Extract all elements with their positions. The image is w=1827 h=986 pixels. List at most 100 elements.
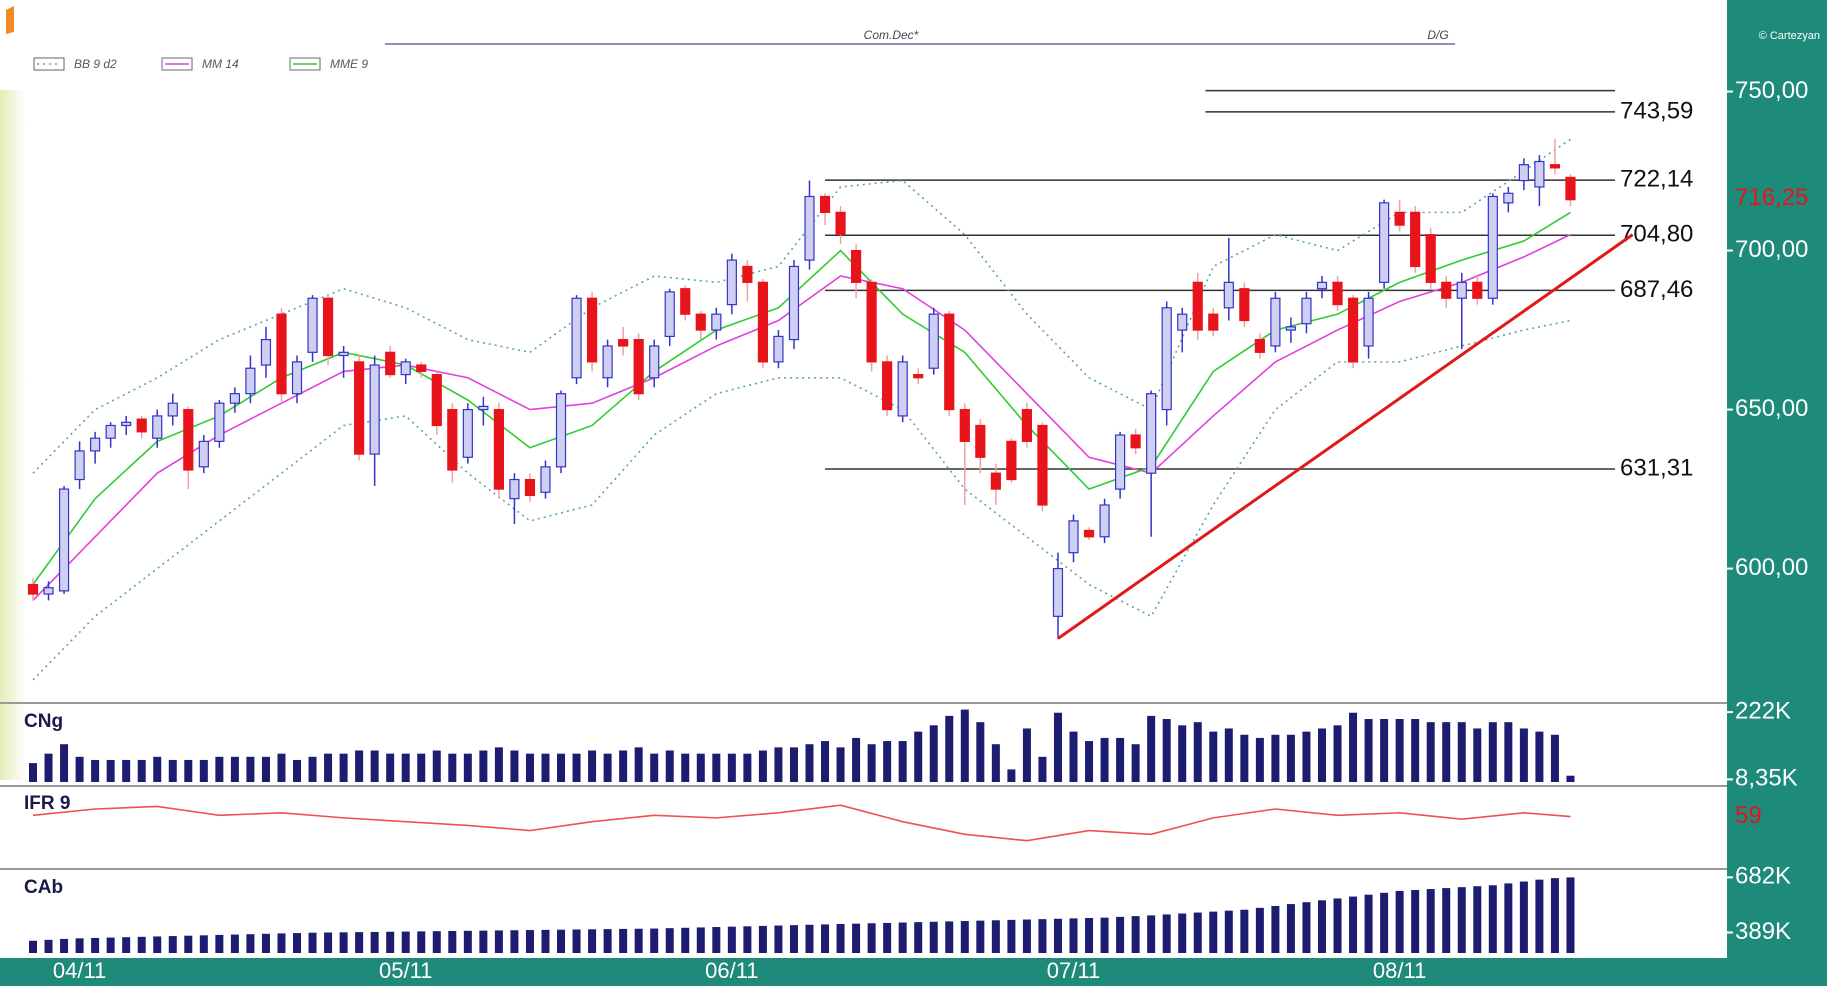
bar [1131,916,1140,953]
bar [1038,756,1047,782]
candle-body [1037,424,1048,506]
bar [696,753,705,782]
bar [1193,722,1202,782]
bar [1286,734,1295,782]
bar [1302,902,1311,953]
candle-body [990,472,1001,490]
candle-body [649,345,660,379]
bar [774,747,783,782]
candle-body [882,361,893,411]
bar [122,937,131,953]
bar [525,930,534,953]
last-price: 716,25 [1735,184,1808,211]
bar [1317,900,1326,953]
bar [929,725,938,782]
bar [44,753,53,782]
bar [91,937,100,953]
candle-body [291,361,303,395]
candle-body [198,440,209,468]
candle-body [742,265,753,283]
candle-body [338,351,349,357]
candle-body [1130,434,1141,449]
bar [168,759,177,782]
bar [665,928,674,953]
bar [1349,712,1358,782]
bar [293,759,302,782]
candle-body [27,583,39,595]
candle-body [416,364,427,373]
bar [1566,877,1575,953]
candle-body [90,437,101,452]
bar [1473,728,1482,782]
candle-body [1006,440,1017,481]
candle-body [214,402,225,442]
candle-body [1472,281,1483,299]
level-label: 631,31 [1620,454,1693,481]
candle-body [804,195,815,261]
bar [339,753,348,782]
level-label: 743,59 [1620,97,1693,124]
candle-body [1099,504,1110,538]
candle-body [602,345,613,379]
bar [1302,731,1311,782]
bar [1535,731,1544,782]
bar [1426,889,1435,953]
candle-body [307,297,318,353]
bar [696,927,705,953]
candle-body [944,313,955,411]
bar [339,932,348,953]
bar [370,931,379,953]
bar [370,750,379,782]
level-label: 704,80 [1620,221,1693,248]
bar [1333,898,1342,953]
bar [1442,888,1451,953]
bar [1147,715,1156,782]
bar [1100,737,1109,782]
candle-body [757,281,769,363]
bar [572,753,581,782]
candle-body [819,195,831,213]
bar [619,750,628,782]
bar [1442,722,1451,782]
bar [1085,741,1094,782]
bar [153,756,162,782]
candle-body [928,313,939,369]
bar [137,936,146,953]
bar [1535,879,1544,953]
bar [960,709,969,782]
y-tick-label: 650,00 [1735,395,1808,422]
bar [60,744,69,782]
bar [945,921,954,953]
bar [650,928,659,953]
bar [1053,918,1062,953]
panel-label: CNg [24,711,63,732]
bar [75,756,84,782]
bar [603,753,612,782]
bar [106,937,115,953]
candle-body [773,335,784,363]
bar [1395,719,1404,782]
candle-body [183,408,194,471]
trendline [1057,233,1634,640]
bar [1473,886,1482,953]
bar [1022,728,1031,782]
bar [448,930,457,953]
bar [898,922,907,953]
bar [1240,734,1249,782]
bar [1147,915,1156,953]
bar [805,744,814,782]
bar [1255,907,1264,953]
bar [1411,889,1420,953]
bar [665,750,674,782]
header-right: D/G [1427,28,1448,42]
bar [867,923,876,953]
bar [199,759,208,782]
bar [1162,914,1171,953]
panel-label: IFR 9 [24,793,70,814]
bar [324,753,333,782]
bar [246,756,255,782]
candle-body [509,478,520,500]
candle-body [74,450,85,481]
candle-body [680,288,691,315]
bar [758,750,767,782]
